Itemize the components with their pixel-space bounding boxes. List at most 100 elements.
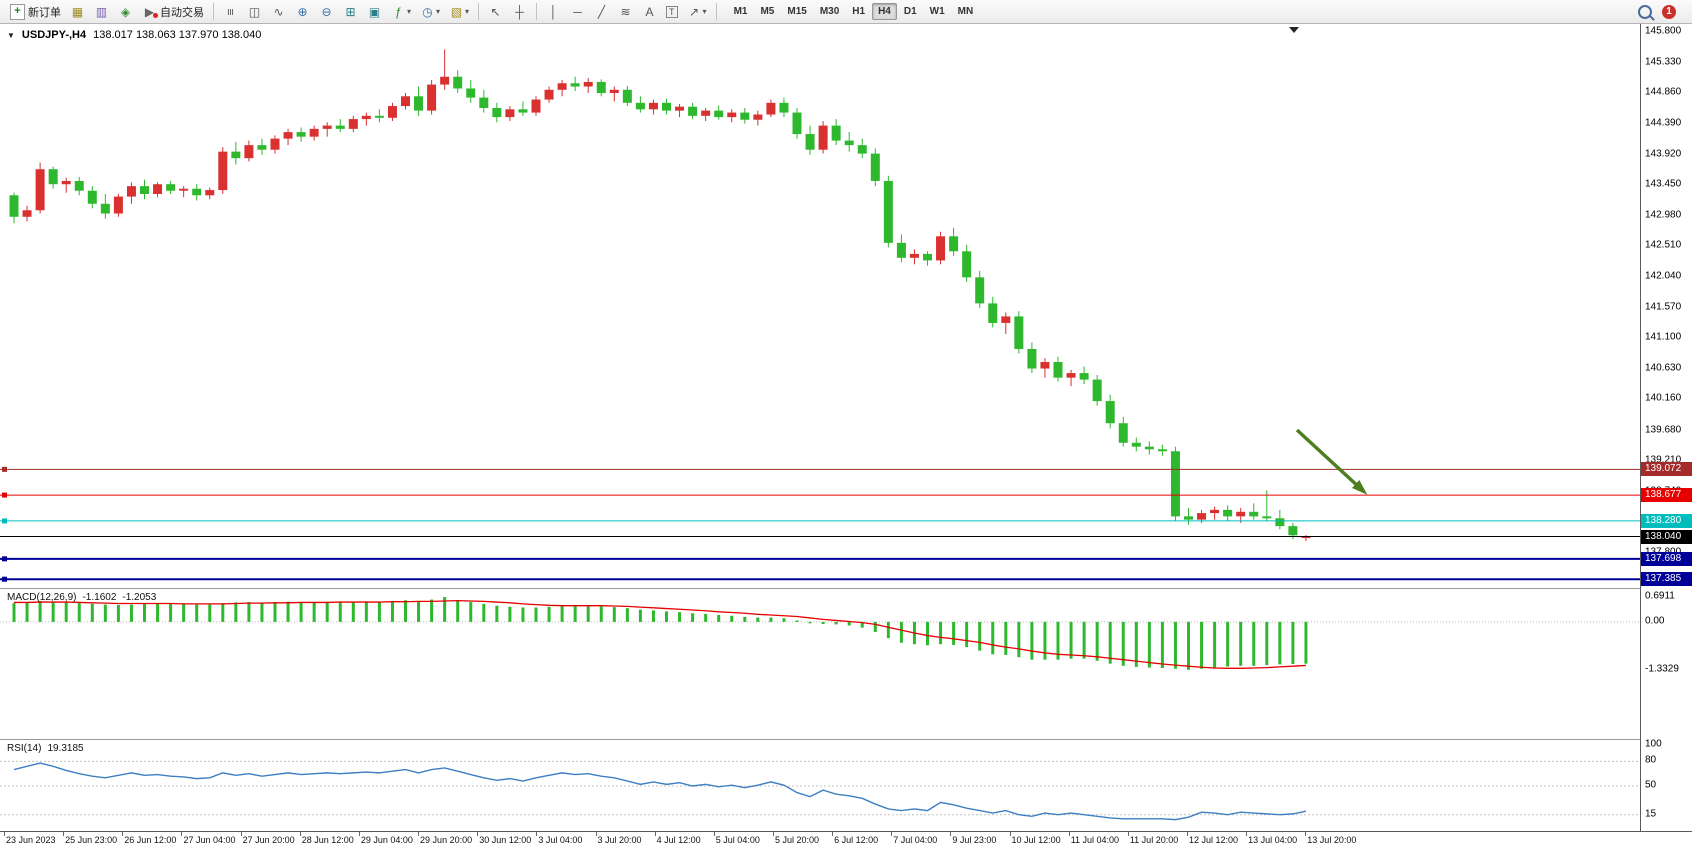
time-axis-label: 3 Jul 04:00 bbox=[538, 835, 583, 845]
navigator-button[interactable]: ◈ bbox=[114, 1, 137, 23]
arrow-annotation-head[interactable] bbox=[1352, 480, 1368, 495]
tile-windows-button[interactable]: ⊞ bbox=[339, 1, 362, 23]
notifications-badge[interactable]: 1 bbox=[1662, 4, 1676, 19]
timeframe-group: M1 M5 M15 M30 H1 H4 D1 W1 MN bbox=[728, 3, 980, 20]
candle-body bbox=[596, 81, 606, 94]
candle-body bbox=[975, 277, 985, 304]
price-axis-label: 140.160 bbox=[1645, 392, 1682, 404]
timeframe-button-MN[interactable]: MN bbox=[957, 6, 974, 17]
bar-chart-button[interactable]: ≡ bbox=[219, 1, 242, 23]
price-axis-label: 144.860 bbox=[1645, 86, 1682, 98]
arrows-tool-button[interactable]: ↗ ▾ bbox=[683, 1, 711, 23]
candle-body bbox=[387, 106, 397, 118]
candle-body bbox=[740, 112, 750, 120]
candle-body bbox=[609, 89, 619, 94]
time-axis-tick bbox=[1068, 832, 1070, 836]
vertical-line-tool-button[interactable]: │ bbox=[542, 1, 565, 23]
candle-body bbox=[361, 115, 371, 120]
timeframe-button-M1[interactable]: M1 bbox=[733, 6, 748, 17]
candle-body bbox=[401, 96, 410, 107]
timeframe-button-M5[interactable]: M5 bbox=[760, 6, 775, 17]
rsi-name: RSI(14) bbox=[7, 743, 42, 754]
crosshair-tool-button[interactable]: ┼ bbox=[508, 1, 531, 23]
zoom-out-button[interactable]: ⊖ bbox=[315, 1, 338, 23]
autotrading-button[interactable]: ▶ 自动交易 bbox=[138, 1, 208, 23]
time-axis[interactable]: 23 Jun 2023 25 Jun 23:00 26 Jun 12:00 27 Ju… bbox=[0, 831, 1692, 848]
candle-body bbox=[831, 125, 841, 141]
fibonacci-tool-button[interactable]: ≋ bbox=[614, 1, 637, 23]
price-line-handle[interactable] bbox=[2, 556, 7, 562]
symbol-period-label: USDJPY-,H4 bbox=[21, 29, 87, 41]
time-axis-tick bbox=[713, 832, 715, 836]
time-axis-label: 26 Jun 12:00 bbox=[124, 835, 177, 845]
candle-body bbox=[949, 236, 959, 252]
chevron-down-icon: ▾ bbox=[436, 7, 441, 16]
new-order-button[interactable]: + 新订单 bbox=[6, 1, 65, 23]
label-tool-button[interactable]: T bbox=[662, 1, 682, 23]
data-window-button[interactable]: ▥ bbox=[90, 1, 113, 23]
macd-value-main: -1.1602 bbox=[82, 592, 117, 603]
trendline-tool-button[interactable]: ╱ bbox=[590, 1, 613, 23]
price-axis-label: 142.510 bbox=[1645, 239, 1682, 251]
candle-body bbox=[675, 106, 685, 111]
autotrading-label: 自动交易 bbox=[160, 6, 204, 19]
rsi-plot[interactable] bbox=[0, 740, 1640, 832]
trendline-icon: ╱ bbox=[597, 4, 606, 19]
timeframe-button-W1[interactable]: W1 bbox=[929, 6, 945, 17]
time-axis-label: 30 Jun 12:00 bbox=[479, 835, 532, 845]
candle-body bbox=[1249, 511, 1259, 517]
tile-windows-icon: ⊞ bbox=[345, 4, 356, 19]
candle-body bbox=[192, 188, 202, 196]
chart-shift-marker[interactable] bbox=[1289, 27, 1299, 33]
candle-body bbox=[113, 196, 123, 214]
time-axis-label: 6 Jul 12:00 bbox=[834, 835, 879, 845]
time-axis-label: 29 Jun 04:00 bbox=[360, 835, 413, 845]
candle-body bbox=[414, 96, 424, 111]
toolbar-separator bbox=[213, 3, 214, 20]
chart-profiles-button[interactable]: ▦ bbox=[66, 1, 89, 23]
main-chart-plot[interactable] bbox=[0, 24, 1640, 588]
candle-body bbox=[727, 112, 737, 118]
time-axis-tick bbox=[1009, 832, 1011, 836]
templates-button[interactable]: ▧ ▾ bbox=[445, 1, 473, 23]
horizontal-line-tool-button[interactable]: ─ bbox=[566, 1, 589, 23]
macd-scale-label: -1.3329 bbox=[1645, 663, 1679, 675]
candlestick-chart-button[interactable]: ◫ bbox=[243, 1, 266, 23]
rsi-value: 19.3185 bbox=[47, 743, 84, 754]
rsi-line bbox=[13, 762, 1307, 821]
price-line-handle[interactable] bbox=[2, 576, 7, 582]
arrange-windows-button[interactable]: ▣ bbox=[363, 1, 386, 23]
candle-body bbox=[701, 110, 711, 116]
time-axis-tick bbox=[595, 832, 597, 836]
chart-dropdown-icon[interactable]: ▼ bbox=[7, 30, 15, 40]
timeframe-button-D1[interactable]: D1 bbox=[903, 6, 917, 17]
candle-body bbox=[166, 184, 176, 191]
timeframe-button-M30[interactable]: M30 bbox=[819, 6, 840, 17]
macd-label: MACD(12,26,9) -1.1602 -1.2053 bbox=[7, 592, 156, 603]
search-icon[interactable] bbox=[1638, 4, 1652, 19]
time-axis-label: 9 Jul 23:00 bbox=[952, 835, 997, 845]
cursor-tool-button[interactable]: ↖ bbox=[484, 1, 507, 23]
timeframe-button-M15[interactable]: M15 bbox=[787, 6, 807, 17]
price-line-handle[interactable] bbox=[2, 518, 7, 524]
price-line-handle[interactable] bbox=[2, 492, 7, 498]
time-axis-label: 23 Jun 2023 bbox=[6, 835, 56, 845]
line-chart-button[interactable]: ∿ bbox=[267, 1, 290, 23]
main-chart-panel: ▼ USDJPY-,H4 138.017 138.063 137.970 138… bbox=[0, 24, 1692, 588]
zoom-in-button[interactable]: ⊕ bbox=[291, 1, 314, 23]
timeframe-button-H4[interactable]: H4 bbox=[872, 3, 897, 20]
candle-body bbox=[805, 134, 815, 150]
candle-body bbox=[1144, 446, 1154, 450]
price-axis[interactable]: 145.800 145.330 144.860 144.390 143.920 143.4… bbox=[1640, 24, 1692, 831]
indicators-button[interactable]: ƒ ▾ bbox=[387, 1, 415, 23]
arrow-annotation[interactable] bbox=[1295, 428, 1362, 490]
candle-body bbox=[544, 89, 554, 100]
text-tool-button[interactable]: A bbox=[638, 1, 661, 23]
periods-button[interactable]: ◷ ▾ bbox=[416, 1, 444, 23]
bar-chart-icon: ≡ bbox=[223, 7, 238, 15]
macd-plot[interactable] bbox=[0, 589, 1640, 740]
price-line-handle[interactable] bbox=[2, 466, 7, 472]
timeframe-button-H1[interactable]: H1 bbox=[852, 6, 866, 17]
rsi-scale-label: 100 bbox=[1645, 738, 1662, 750]
